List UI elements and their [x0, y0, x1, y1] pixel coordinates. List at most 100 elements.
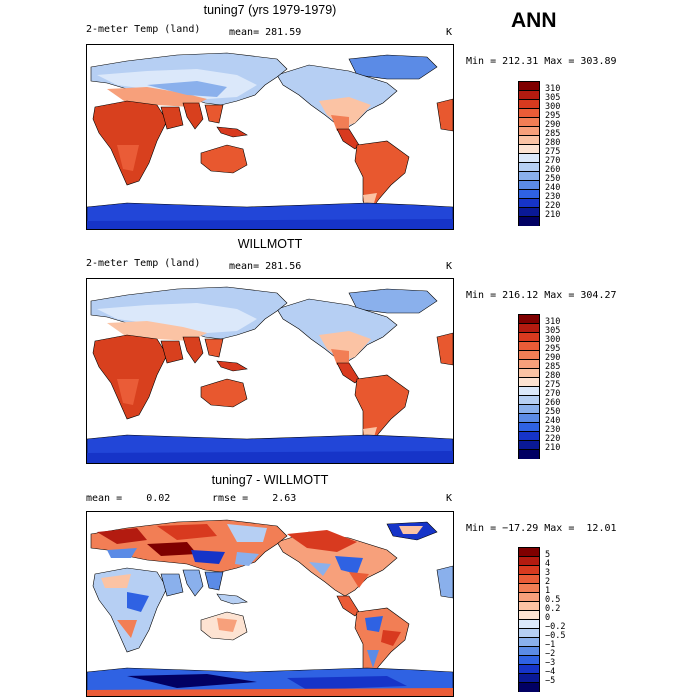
- panel3-colorbar-swatch: [519, 575, 539, 584]
- colorbar-label: 280: [545, 138, 561, 148]
- panel1-colorbar-swatch: [519, 127, 539, 136]
- panel2-colorbar-swatch: [519, 324, 539, 333]
- panel3-colorbar-swatch: [519, 683, 539, 692]
- panel1-variable-label: 2-meter Temp (land): [86, 24, 201, 35]
- panel3-colorbar-swatch: [519, 629, 539, 638]
- panel2-colorbar: [518, 314, 540, 459]
- colorbar-label: 260: [545, 398, 561, 408]
- panel2-mean-label: mean= 281.56: [229, 261, 302, 272]
- colorbar-label: 310: [545, 317, 561, 327]
- colorbar-label: 285: [545, 129, 561, 139]
- panel1-units-label: K: [446, 27, 453, 38]
- colorbar-label: 0.2: [545, 604, 561, 614]
- colorbar-label: 240: [545, 183, 561, 193]
- panel2-units-label: K: [446, 261, 453, 272]
- colorbar-label: 0: [545, 613, 551, 623]
- colorbar-label: 300: [545, 335, 561, 345]
- colorbar-label: 285: [545, 362, 561, 372]
- colorbar-label: 290: [545, 120, 561, 130]
- colorbar-label: 300: [545, 102, 561, 112]
- panel2-colorbar-swatch: [519, 441, 539, 450]
- panel2-colorbar-swatch: [519, 342, 539, 351]
- panel3-colorbar-swatch: [519, 548, 539, 557]
- colorbar-label: 5: [545, 550, 551, 560]
- panel1-colorbar-swatch: [519, 82, 539, 91]
- panel3-title: tuning7 - WILLMOTT: [211, 473, 329, 487]
- panel1-colorbar-swatch: [519, 145, 539, 154]
- panel1-south-america-region: [354, 140, 410, 214]
- panel3-rmse-label: rmse = 2.63: [212, 493, 297, 504]
- panel1-colorbar-swatch: [519, 109, 539, 118]
- panel1-map: [86, 44, 454, 230]
- panel2-variable-label: 2-meter Temp (land): [86, 258, 201, 269]
- panel3-colorbar-swatch: [519, 638, 539, 647]
- panel1-colorbar-swatch: [519, 136, 539, 145]
- colorbar-label: 220: [545, 201, 561, 211]
- panel3-colorbar-swatch: [519, 602, 539, 611]
- panel2-colorbar-swatch: [519, 396, 539, 405]
- panel1-colorbar-swatch: [519, 190, 539, 199]
- panel1-mean-label: mean= 281.59: [229, 27, 302, 38]
- panel2-australia-region: [200, 378, 248, 408]
- panel3-colorbar-swatch: [519, 584, 539, 593]
- panel3-colorbar-swatch: [519, 665, 539, 674]
- colorbar-label: 3: [545, 568, 551, 578]
- panel1-colorbar-labels: 310 305 300 295 290 285 280 275 270 260 …: [545, 85, 560, 220]
- panel1-colorbar-swatch: [519, 199, 539, 208]
- panel2-colorbar-swatch: [519, 414, 539, 423]
- panel2-colorbar-swatch: [519, 378, 539, 387]
- colorbar-label: 270: [545, 389, 561, 399]
- panel3-colorbar-swatch: [519, 620, 539, 629]
- colorbar-label: 275: [545, 380, 561, 390]
- panel3-africa-region: [92, 567, 168, 653]
- panel1-colorbar-swatch: [519, 172, 539, 181]
- colorbar-label: −0.2: [545, 622, 566, 632]
- colorbar-label: 290: [545, 353, 561, 363]
- panel2-colorbar-swatch: [519, 405, 539, 414]
- panel1-title: tuning7 (yrs 1979-1979): [203, 3, 337, 17]
- colorbar-label: 2: [545, 577, 551, 587]
- panel2-colorbar-swatch: [519, 387, 539, 396]
- panel1-colorbar-swatch: [519, 154, 539, 163]
- panel2-colorbar-swatch: [519, 432, 539, 441]
- panel2-minmax-label: Min = 216.12 Max = 304.27: [466, 290, 617, 301]
- panel1-africa-region: [92, 100, 168, 186]
- panel2-colorbar-swatch: [519, 333, 539, 342]
- panel2-africa-region: [92, 334, 168, 420]
- panel3-colorbar-swatch: [519, 674, 539, 683]
- colorbar-label: 230: [545, 192, 561, 202]
- panel1-map-svg: [87, 52, 453, 229]
- panel2-colorbar-swatch: [519, 369, 539, 378]
- panel2-colorbar-swatch: [519, 315, 539, 324]
- panel3-units-label: K: [446, 493, 453, 504]
- colorbar-label: 280: [545, 371, 561, 381]
- panel1-minmax-label: Min = 212.31 Max = 303.89: [466, 56, 617, 67]
- panel3-colorbar-swatch: [519, 647, 539, 656]
- colorbar-label: 305: [545, 326, 561, 336]
- panel1-colorbar-swatch: [519, 208, 539, 217]
- panel1-australia-region: [200, 144, 248, 174]
- colorbar-label: 1: [545, 586, 551, 596]
- panel3-colorbar-swatch: [519, 611, 539, 620]
- colorbar-label: −2: [545, 649, 556, 659]
- colorbar-label: 0.5: [545, 595, 561, 605]
- colorbar-label: −1: [545, 640, 556, 650]
- panel1-colorbar-swatch: [519, 181, 539, 190]
- panel3-colorbar-swatch: [519, 566, 539, 575]
- colorbar-label: 240: [545, 416, 561, 426]
- panel1-colorbar-swatch: [519, 217, 539, 226]
- panel1-colorbar-swatch: [519, 91, 539, 100]
- panel2-title: WILLMOTT: [237, 237, 303, 251]
- panel2-colorbar-swatch: [519, 351, 539, 360]
- panel3-colorbar: [518, 547, 540, 692]
- colorbar-label: −0.5: [545, 631, 566, 641]
- colorbar-label: −5: [545, 676, 556, 686]
- colorbar-label: 250: [545, 174, 561, 184]
- panel3-map-svg: [87, 519, 453, 696]
- colorbar-label: 220: [545, 434, 561, 444]
- panel3-colorbar-labels: 5 4 3 2 1 0.5 0.2 0 −0.2 −0.5 −1 −2 −3 −…: [545, 551, 565, 686]
- panel2-colorbar-swatch: [519, 423, 539, 432]
- colorbar-label: 305: [545, 93, 561, 103]
- colorbar-label: 210: [545, 210, 561, 220]
- colorbar-label: 250: [545, 407, 561, 417]
